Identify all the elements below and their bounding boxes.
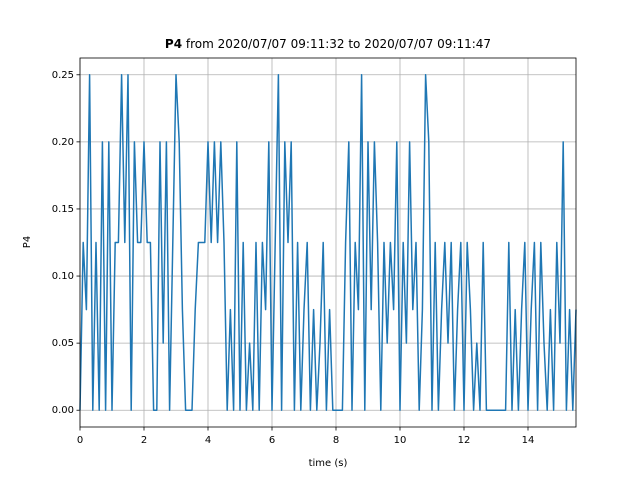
y-tick-label: 0.05	[52, 338, 74, 349]
y-tick-label: 0.15	[52, 204, 74, 215]
x-tick-label: 8	[333, 435, 339, 446]
title-text: from 2020/07/07 09:11:32 to 2020/07/07 0…	[186, 37, 491, 51]
x-tick-label: 6	[269, 435, 275, 446]
x-tick-label: 12	[458, 435, 471, 446]
y-tick-label: 0.00	[52, 405, 74, 416]
y-tick-label: 0.20	[52, 137, 74, 148]
y-tick-label: 0.25	[52, 70, 74, 81]
x-tick-label: 14	[522, 435, 535, 446]
chart-title: P4 from 2020/07/07 09:11:32 to 2020/07/0…	[165, 37, 491, 51]
x-tick-label: 4	[205, 435, 211, 446]
x-tick-label: 0	[77, 435, 83, 446]
data-line	[79, 74, 577, 411]
y-axis-label: P4	[22, 236, 33, 248]
title-variable: P4	[165, 37, 182, 51]
axes-frame	[79, 57, 577, 428]
x-axis-label: time (s)	[309, 458, 348, 469]
x-tick-label: 10	[394, 435, 407, 446]
y-tick-label: 0.10	[52, 271, 74, 282]
x-tick-label: 2	[141, 435, 147, 446]
